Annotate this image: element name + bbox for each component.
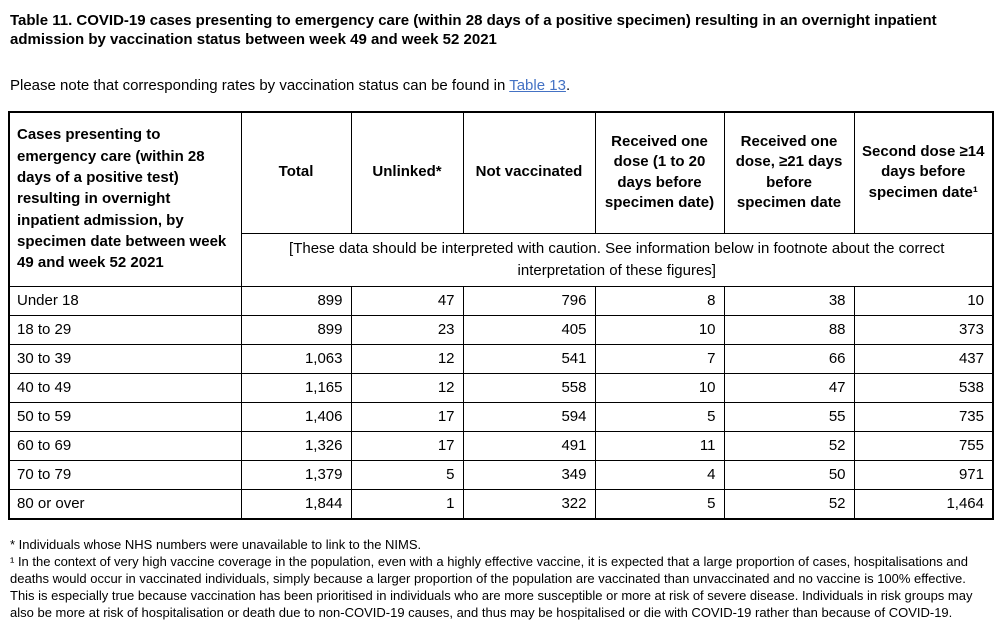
- cell-unlinked: 12: [350, 372, 464, 403]
- intro-note-suffix: .: [565, 76, 571, 94]
- cell-total: 1,063: [240, 343, 352, 374]
- cell-not-vaccinated: 349: [462, 459, 596, 490]
- row-label: 40 to 49: [8, 372, 242, 403]
- table-13-link[interactable]: Table 13: [509, 76, 566, 94]
- table-row: Under 18 899 47 796 8 38 10: [8, 285, 994, 316]
- cell-second-dose: 373: [853, 314, 994, 345]
- cell-not-vaccinated: 405: [462, 314, 596, 345]
- cell-second-dose: 538: [853, 372, 994, 403]
- table-row: 70 to 79 1,379 5 349 4 50 971: [8, 459, 994, 490]
- footnotes: * Individuals whose NHS numbers were una…: [10, 536, 992, 622]
- cell-not-vaccinated: 558: [462, 372, 596, 403]
- cell-one-dose-1-20: 7: [594, 343, 725, 374]
- cell-one-dose-1-20: 5: [594, 488, 725, 519]
- intro-note: Please note that corresponding rates by …: [10, 77, 992, 94]
- cell-unlinked: 5: [350, 459, 464, 490]
- cell-total: 1,844: [240, 488, 352, 519]
- cell-one-dose-21plus: 52: [723, 430, 855, 461]
- footnote-one: ¹ In the context of very high vaccine co…: [10, 553, 973, 621]
- cell-one-dose-21plus: 50: [723, 459, 855, 490]
- cell-total: 1,326: [240, 430, 352, 461]
- row-header-cell: Cases presenting to emergency care (with…: [8, 111, 242, 287]
- col-header-second-dose: Second dose ≥14 days before specimen dat…: [853, 111, 994, 234]
- cell-one-dose-21plus: 38: [723, 285, 855, 316]
- cell-unlinked: 1: [350, 488, 464, 519]
- cell-one-dose-21plus: 66: [723, 343, 855, 374]
- cell-unlinked: 12: [350, 343, 464, 374]
- table-row: 30 to 39 1,063 12 541 7 66 437: [8, 343, 994, 374]
- table-row: 60 to 69 1,326 17 491 11 52 755: [8, 430, 994, 461]
- col-header-not-vaccinated: Not vaccinated: [462, 111, 596, 234]
- row-label: 80 or over: [8, 488, 242, 519]
- cell-second-dose: 755: [853, 430, 994, 461]
- row-label: 18 to 29: [8, 314, 242, 345]
- cell-one-dose-21plus: 88: [723, 314, 855, 345]
- cell-one-dose-1-20: 10: [594, 314, 725, 345]
- col-header-one-dose-21plus: Received one dose, ≥21 days before speci…: [723, 111, 855, 234]
- cell-total: 899: [240, 314, 352, 345]
- cell-one-dose-1-20: 5: [594, 401, 725, 432]
- row-label: 50 to 59: [8, 401, 242, 432]
- cell-not-vaccinated: 491: [462, 430, 596, 461]
- cell-unlinked: 17: [350, 401, 464, 432]
- cell-second-dose: 10: [853, 285, 994, 316]
- table-row: 18 to 29 899 23 405 10 88 373: [8, 314, 994, 345]
- row-label: 60 to 69: [8, 430, 242, 461]
- cell-second-dose: 1,464: [853, 488, 994, 519]
- cell-one-dose-1-20: 10: [594, 372, 725, 403]
- header-row: Cases presenting to emergency care (with…: [8, 111, 994, 287]
- cell-not-vaccinated: 322: [462, 488, 596, 519]
- cell-second-dose: 735: [853, 401, 994, 432]
- cell-second-dose: 437: [853, 343, 994, 374]
- col-header-one-dose-1-20: Received one dose (1 to 20 days before s…: [594, 111, 725, 234]
- cell-one-dose-1-20: 11: [594, 430, 725, 461]
- intro-note-prefix: Please note that corresponding rates by …: [10, 76, 510, 94]
- cell-not-vaccinated: 796: [462, 285, 596, 316]
- col-header-unlinked: Unlinked*: [350, 111, 464, 234]
- cell-one-dose-1-20: 8: [594, 285, 725, 316]
- row-label: 30 to 39: [8, 343, 242, 374]
- row-label: 70 to 79: [8, 459, 242, 490]
- cell-unlinked: 23: [350, 314, 464, 345]
- table-row: 50 to 59 1,406 17 594 5 55 735: [8, 401, 994, 432]
- cell-unlinked: 17: [350, 430, 464, 461]
- cell-total: 1,165: [240, 372, 352, 403]
- footnote-asterisk: * Individuals whose NHS numbers were una…: [10, 536, 422, 552]
- cell-one-dose-21plus: 55: [723, 401, 855, 432]
- cell-total: 899: [240, 285, 352, 316]
- cell-second-dose: 971: [853, 459, 994, 490]
- row-label: Under 18: [8, 285, 242, 316]
- table-row: 40 to 49 1,165 12 558 10 47 538: [8, 372, 994, 403]
- table-row: 80 or over 1,844 1 322 5 52 1,464: [8, 488, 994, 519]
- cell-one-dose-21plus: 47: [723, 372, 855, 403]
- caution-row: [These data should be interpreted with c…: [9, 232, 994, 287]
- cell-one-dose-1-20: 4: [594, 459, 725, 490]
- cell-not-vaccinated: 541: [462, 343, 596, 374]
- col-header-total: Total: [240, 111, 352, 234]
- cell-unlinked: 47: [350, 285, 464, 316]
- cell-total: 1,406: [240, 401, 352, 432]
- cell-not-vaccinated: 594: [462, 401, 596, 432]
- cell-total: 1,379: [240, 459, 352, 490]
- caution-note: [These data should be interpreted with c…: [240, 232, 994, 287]
- cell-one-dose-21plus: 52: [723, 488, 855, 519]
- table-title: Table 11. COVID-19 cases presenting to e…: [10, 12, 937, 48]
- table-11: Cases presenting to emergency care (with…: [8, 110, 994, 520]
